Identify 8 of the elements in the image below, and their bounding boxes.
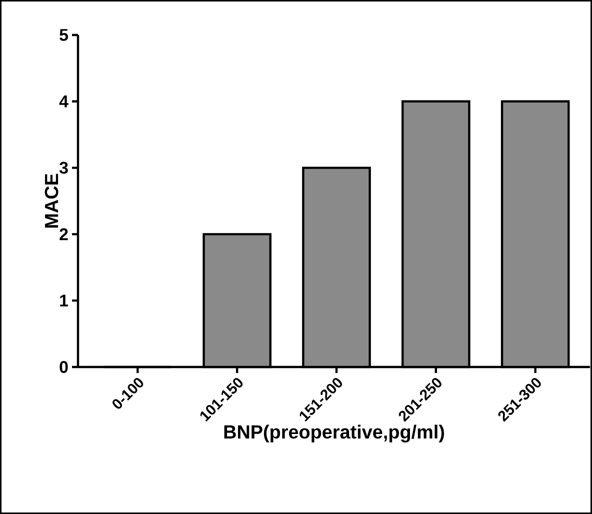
y-tick-label: 1 (60, 294, 68, 306)
x-axis-title: BNP(preoperative,pg/ml) (224, 424, 444, 442)
y-tick-label: 3 (59, 162, 68, 174)
y-tick-label: 4 (59, 96, 68, 108)
y-tick-label: 0 (60, 360, 68, 373)
y-tick-label: 2 (60, 228, 68, 240)
y-axis-title: MACE (44, 174, 58, 228)
y-tick-label: 5 (60, 29, 68, 41)
